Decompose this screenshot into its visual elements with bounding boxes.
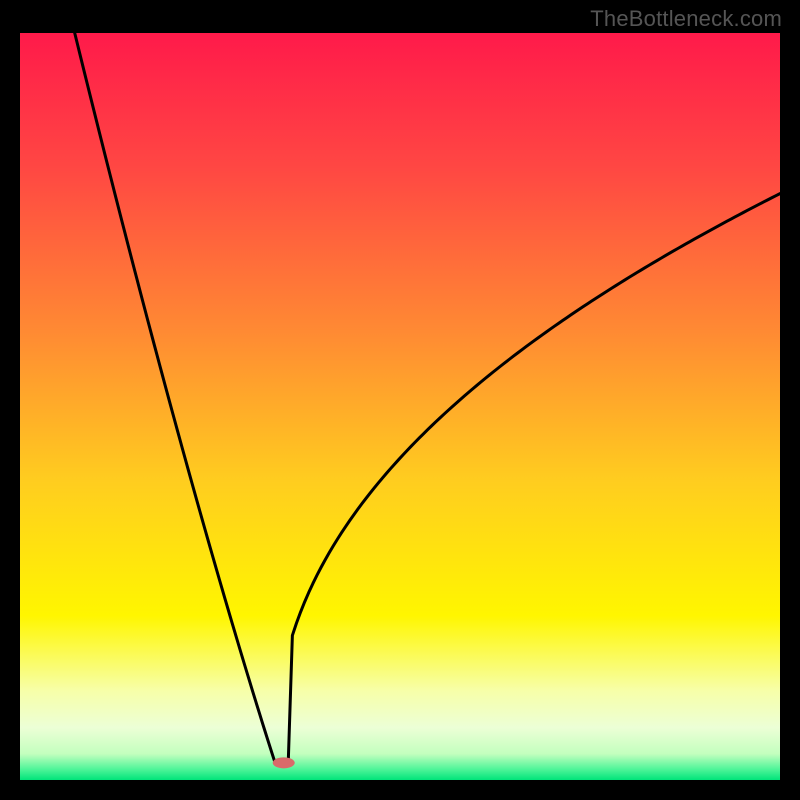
chart-marker (273, 757, 295, 768)
chart-svg (20, 33, 780, 780)
bottleneck-curve (75, 33, 780, 761)
watermark-text: TheBottleneck.com (590, 6, 782, 32)
plot-area (20, 33, 780, 780)
